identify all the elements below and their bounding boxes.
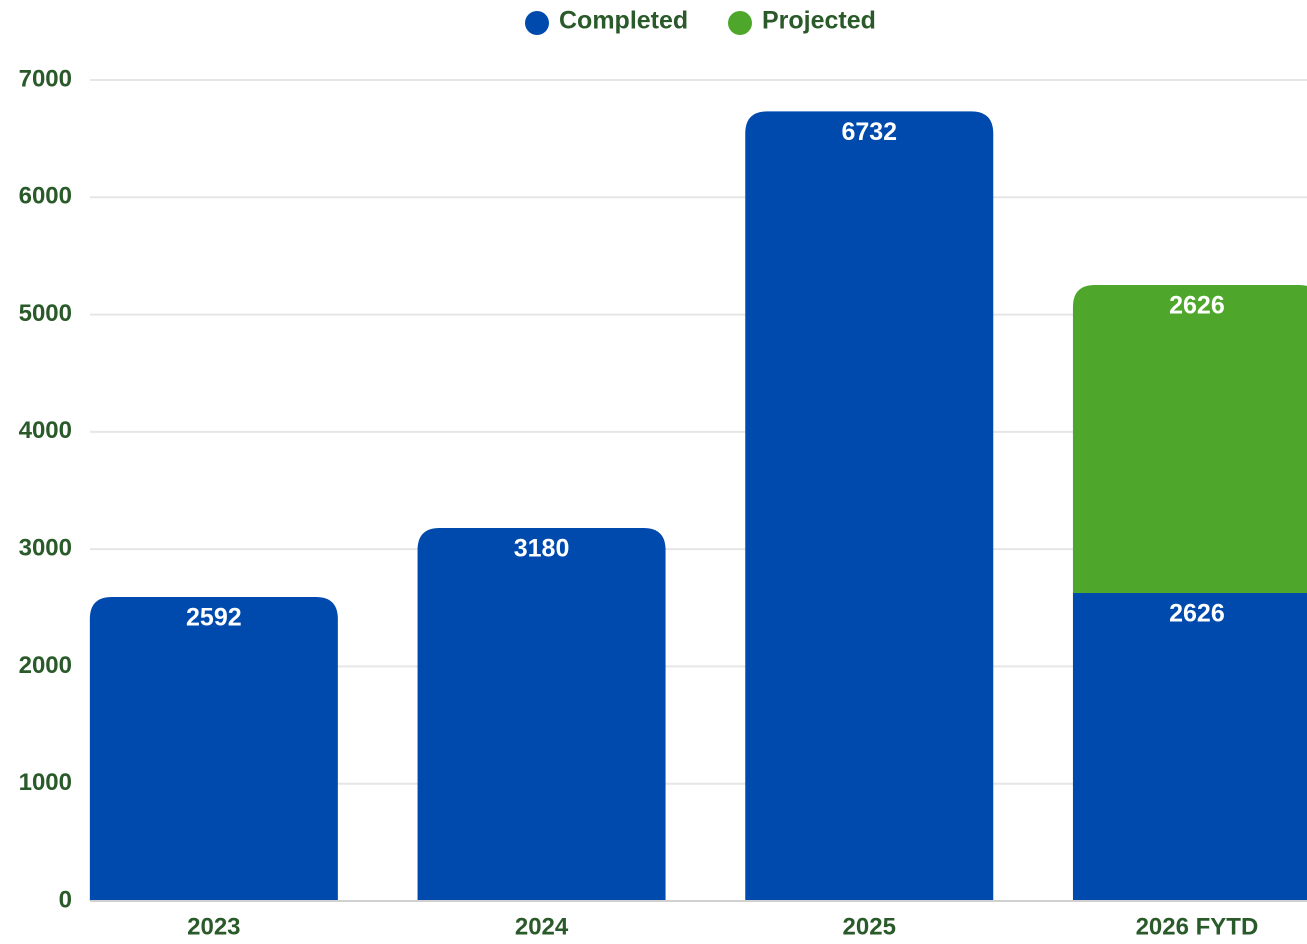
legend-label: Completed [559, 7, 688, 35]
y-tick-label: 4000 [19, 417, 72, 444]
legend-label: Projected [762, 7, 876, 35]
data-label: 2626 [1169, 600, 1225, 628]
x-tick-label: 2023 [187, 913, 240, 940]
data-label: 3180 [514, 535, 570, 563]
bar [1072, 593, 1307, 901]
y-tick-label: 1000 [19, 769, 72, 796]
bar [417, 528, 666, 901]
bar [89, 596, 338, 901]
x-tick-label: 2024 [515, 913, 569, 940]
x-tick-label: 2025 [843, 913, 896, 940]
data-label: 2626 [1169, 292, 1225, 320]
y-tick-label: 7000 [19, 65, 72, 92]
y-tick-label: 3000 [19, 534, 72, 561]
legend-marker [525, 11, 549, 35]
y-tick-label: 5000 [19, 300, 72, 327]
x-tick-label: 2026 FYTD [1136, 913, 1259, 940]
bar [1072, 285, 1307, 594]
y-tick-label: 6000 [19, 183, 72, 210]
data-label: 2592 [186, 604, 242, 632]
legend-marker [728, 11, 752, 35]
data-label: 6732 [841, 118, 897, 146]
y-tick-label: 2000 [19, 652, 72, 679]
bar [745, 111, 994, 902]
y-tick-label: 0 [59, 886, 72, 913]
